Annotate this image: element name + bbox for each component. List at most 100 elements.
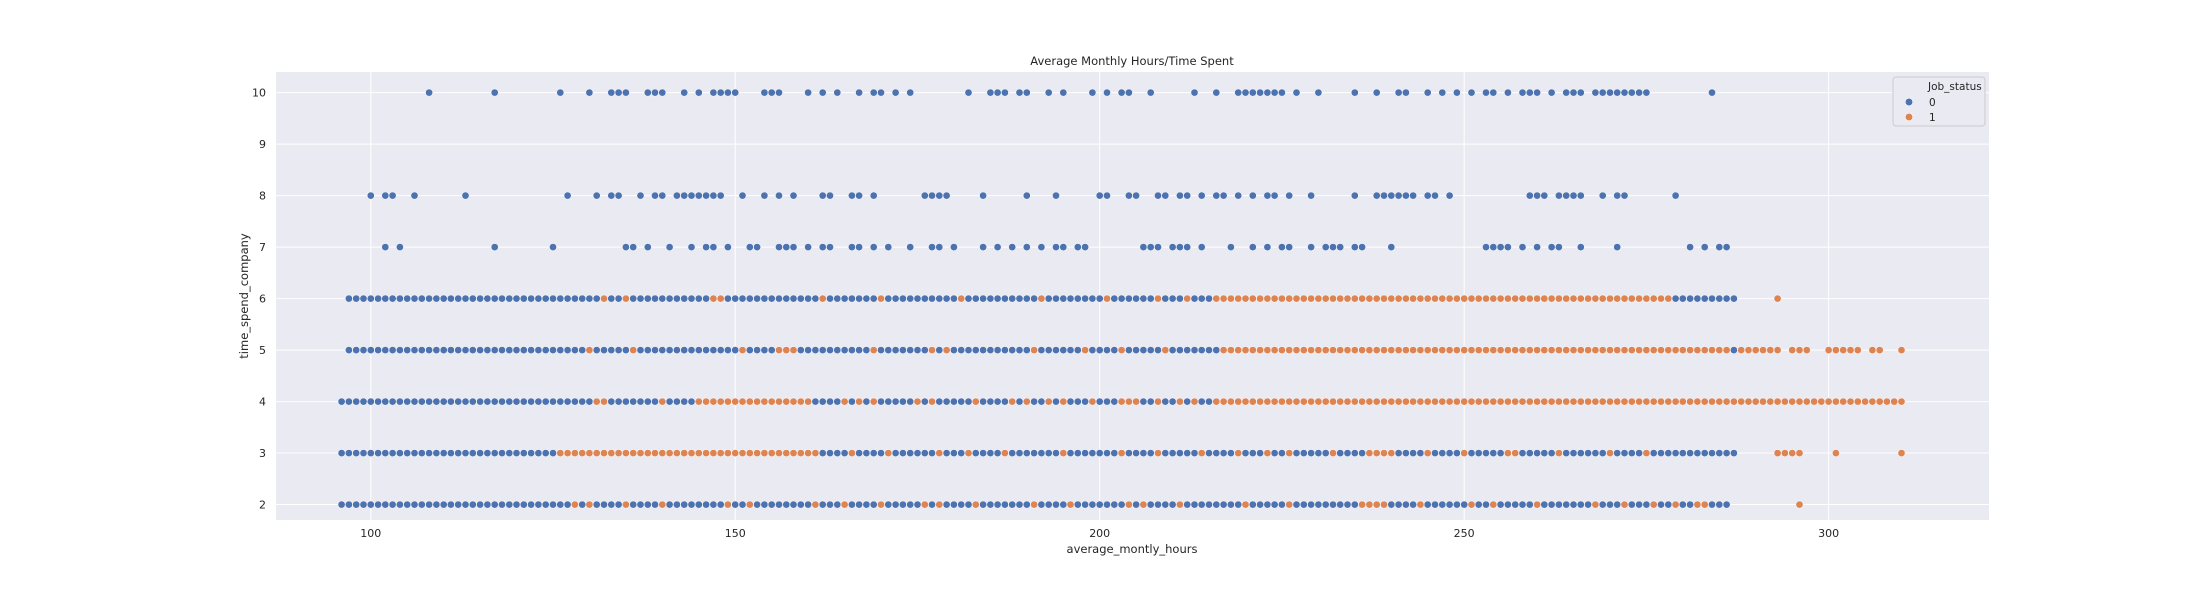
data-point	[1474, 346, 1483, 354]
data-point	[622, 294, 630, 303]
data-point	[1423, 346, 1432, 354]
data-point	[694, 88, 703, 97]
data-point	[694, 449, 703, 457]
data-point	[1365, 449, 1374, 457]
data-point	[993, 397, 1002, 406]
data-point	[1336, 294, 1345, 303]
data-point	[928, 243, 936, 251]
data-point	[1139, 397, 1148, 406]
data-point	[1176, 346, 1184, 354]
data-point	[986, 88, 995, 97]
data-point	[1700, 500, 1709, 509]
data-point	[1853, 397, 1862, 406]
data-point	[1066, 500, 1075, 509]
data-point	[512, 397, 521, 406]
data-point	[1183, 397, 1192, 406]
data-point	[1737, 397, 1746, 406]
data-point	[1824, 397, 1833, 406]
data-point	[1307, 191, 1315, 200]
data-point	[1197, 243, 1206, 251]
data-point	[468, 397, 477, 406]
data-point	[1482, 346, 1490, 354]
data-point	[1708, 88, 1716, 97]
data-point	[1555, 346, 1563, 354]
data-point	[1168, 294, 1177, 303]
data-point	[1022, 346, 1031, 354]
data-point	[388, 449, 397, 457]
data-point	[592, 294, 601, 303]
data-point	[1219, 191, 1228, 200]
data-point	[607, 449, 616, 457]
data-point	[906, 88, 915, 97]
data-point	[760, 191, 769, 200]
data-point	[1489, 449, 1498, 457]
y-tick-label: 9	[259, 138, 266, 151]
data-point	[388, 191, 397, 200]
data-point	[1329, 346, 1337, 354]
data-point	[1212, 191, 1221, 200]
data-point	[1409, 191, 1417, 200]
data-point	[855, 397, 863, 406]
data-point	[782, 243, 791, 251]
data-point	[519, 294, 528, 303]
data-point	[1664, 500, 1673, 509]
data-point	[461, 294, 470, 303]
data-point	[643, 397, 652, 406]
data-point	[498, 294, 506, 303]
data-point	[804, 346, 812, 354]
data-point	[578, 449, 587, 457]
data-point	[614, 191, 623, 200]
data-point	[1336, 346, 1345, 354]
data-point	[359, 346, 368, 354]
data-point	[1715, 500, 1724, 509]
data-point	[1460, 500, 1469, 509]
data-point	[447, 397, 455, 406]
data-point	[519, 500, 528, 509]
data-point	[775, 88, 783, 97]
data-point	[1402, 88, 1410, 97]
data-point	[519, 346, 528, 354]
data-point	[1139, 346, 1148, 354]
data-point	[1350, 449, 1359, 457]
data-point	[1591, 88, 1600, 97]
data-point	[607, 294, 616, 303]
data-point	[1730, 449, 1738, 457]
data-point	[1110, 397, 1119, 406]
data-point	[1897, 449, 1906, 457]
data-point	[1627, 500, 1636, 509]
data-point	[1081, 294, 1089, 303]
data-point	[1372, 191, 1381, 200]
data-point	[658, 294, 667, 303]
data-point	[1773, 294, 1782, 303]
data-point	[1533, 346, 1541, 354]
data-point	[1715, 346, 1724, 354]
data-point	[396, 397, 404, 406]
data-point	[468, 294, 477, 303]
data-point	[1154, 500, 1162, 509]
data-points	[337, 88, 1906, 509]
data-point	[410, 294, 419, 303]
data-point	[1117, 88, 1126, 97]
series-1	[556, 294, 1906, 509]
data-point	[1496, 294, 1505, 303]
data-point	[1183, 346, 1192, 354]
data-point	[891, 397, 900, 406]
data-point	[1569, 397, 1578, 406]
data-point	[1686, 346, 1694, 354]
data-point	[1125, 294, 1133, 303]
data-point	[403, 346, 412, 354]
data-point	[607, 500, 616, 509]
data-point	[877, 346, 885, 354]
data-point	[468, 449, 477, 457]
data-point	[1314, 397, 1323, 406]
data-point	[1460, 346, 1469, 354]
data-point	[1176, 243, 1184, 251]
data-point	[906, 243, 915, 251]
data-point	[374, 500, 382, 509]
data-point	[1649, 397, 1658, 406]
data-point	[833, 294, 842, 303]
y-tick-label: 4	[259, 396, 266, 409]
data-point	[1642, 500, 1651, 509]
data-point	[643, 88, 652, 97]
data-point	[1139, 243, 1148, 251]
